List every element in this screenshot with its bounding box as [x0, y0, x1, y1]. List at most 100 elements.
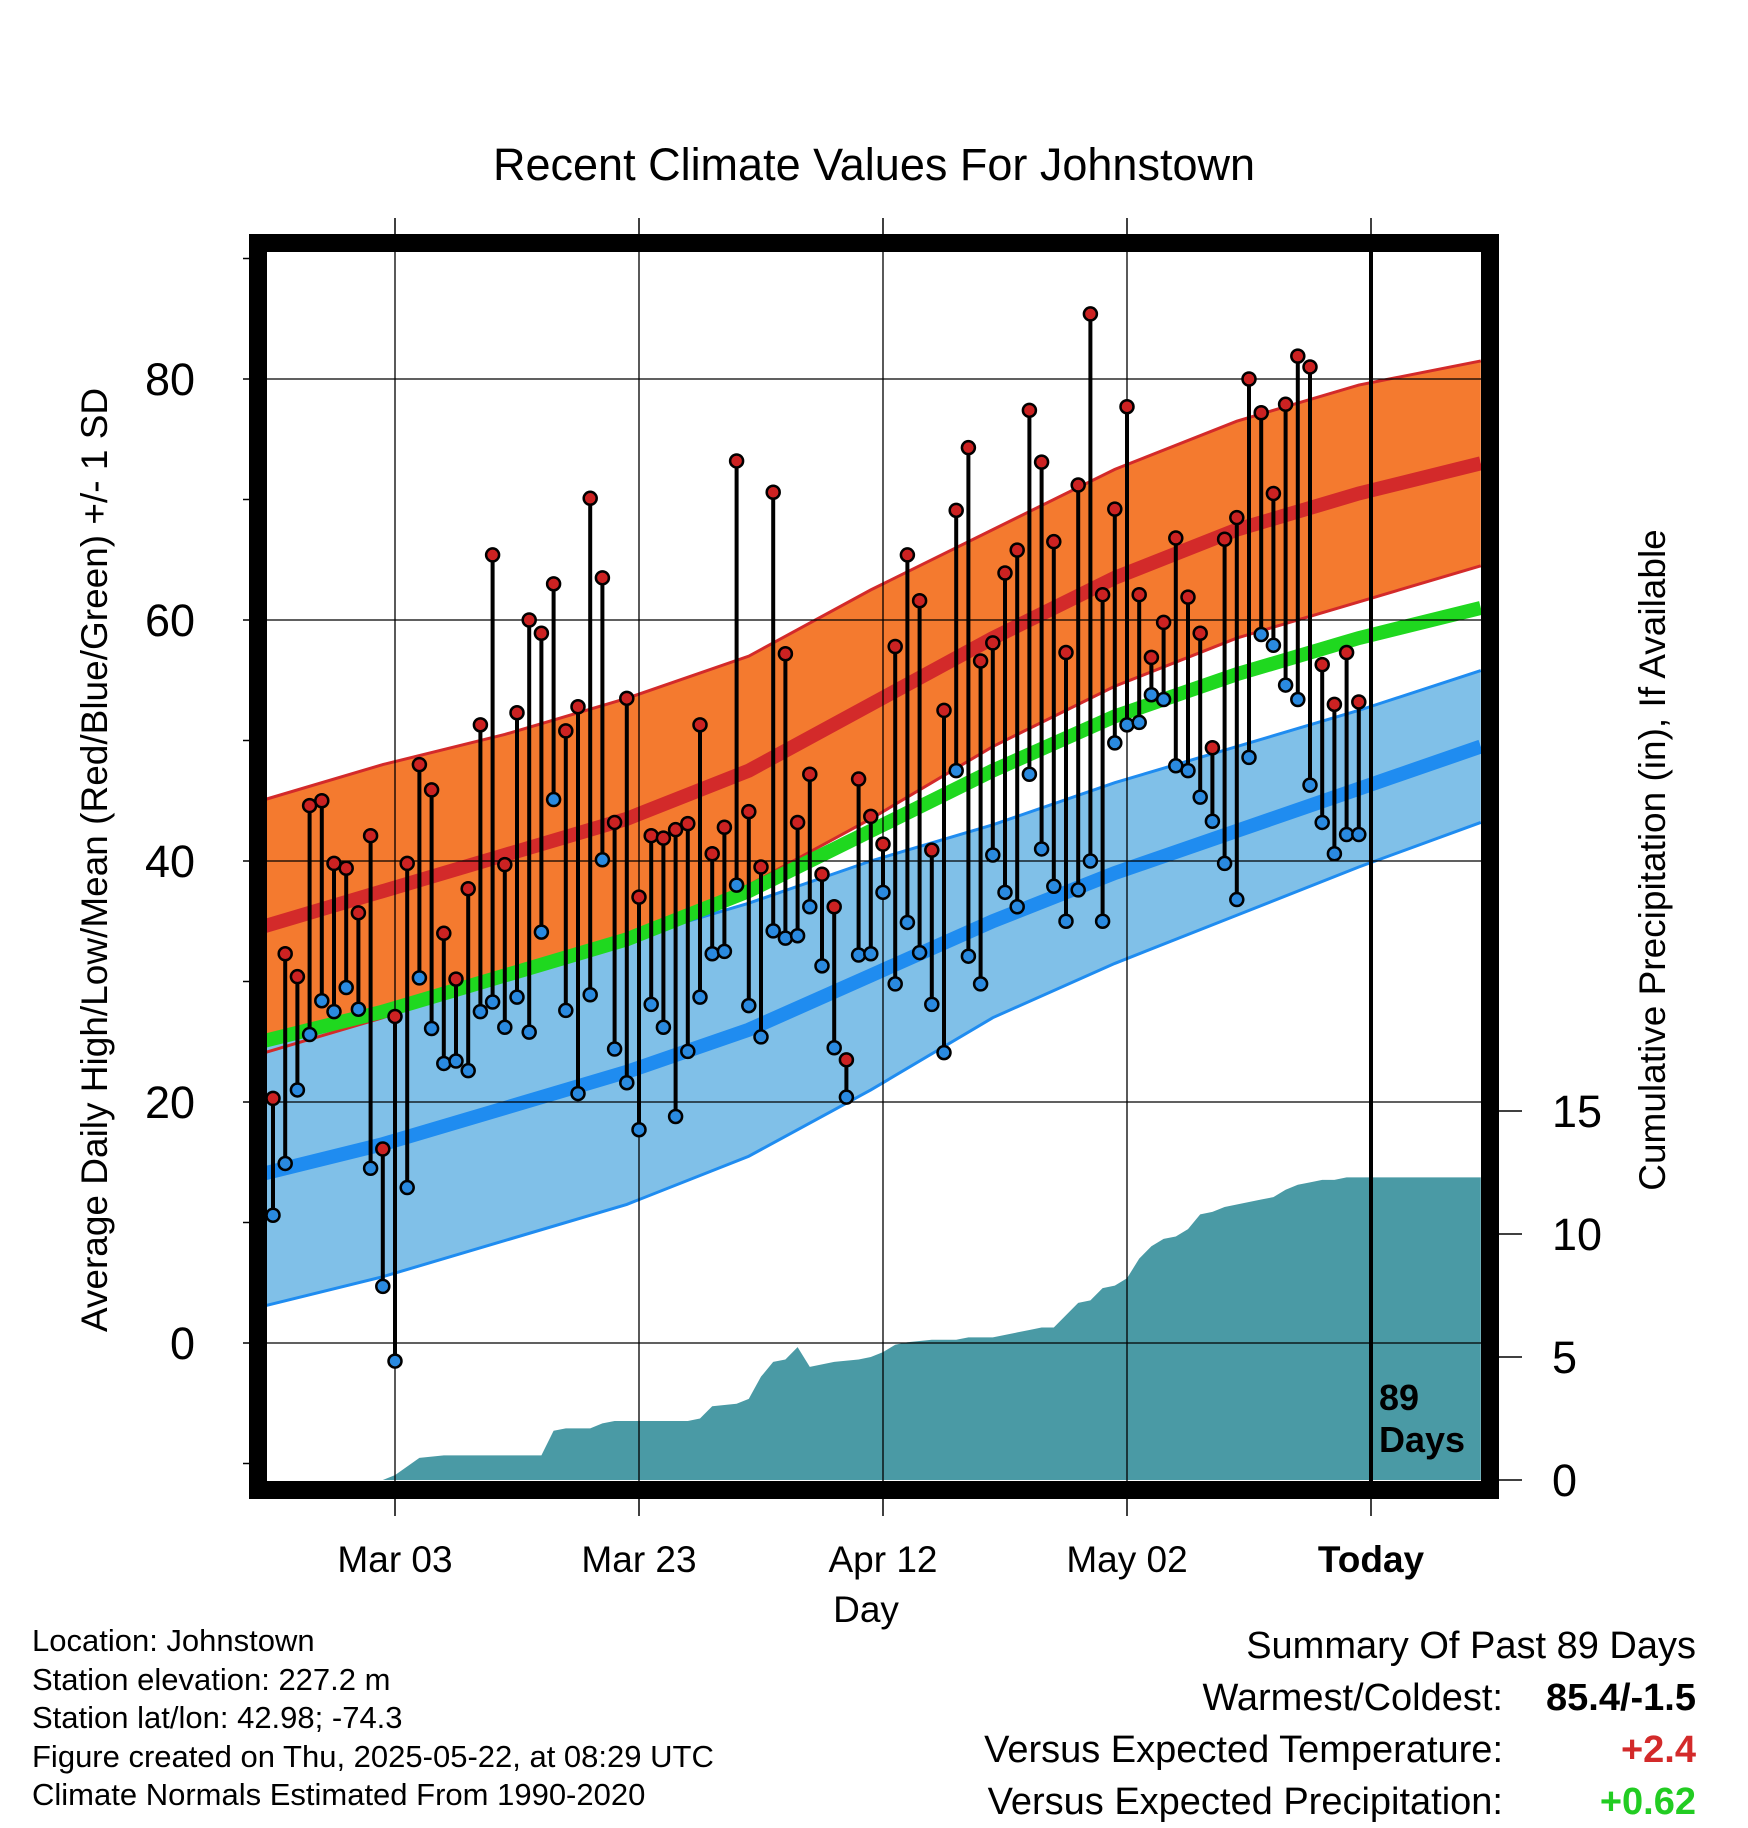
high-point	[1326, 696, 1343, 713]
precip-anomaly-value: +0.62	[1599, 1781, 1696, 1823]
high-point	[375, 1141, 391, 1157]
low-point	[765, 923, 781, 939]
low-point	[423, 1020, 440, 1037]
low-point	[484, 994, 501, 1010]
low-point	[1277, 677, 1294, 693]
y-tick-label: 40	[145, 836, 195, 887]
high-point	[1131, 586, 1147, 603]
high-point	[960, 439, 977, 456]
low-point	[338, 979, 354, 996]
low-point	[936, 1044, 952, 1061]
high-point	[399, 855, 415, 872]
low-point	[1107, 735, 1123, 751]
precip-anomaly-label: Versus Expected Precipitation:	[987, 1781, 1503, 1823]
plot-area	[258, 243, 1490, 1490]
low-point	[619, 1074, 635, 1091]
low-point	[972, 976, 989, 992]
high-point	[1204, 739, 1221, 756]
high-point	[558, 723, 574, 739]
high-point	[1070, 477, 1086, 493]
y-axis-label: Average Daily High/Low/Mean (Red/Blue/Gr…	[74, 388, 115, 1332]
high-point	[985, 635, 1001, 651]
low-point	[924, 996, 940, 1013]
high-point	[643, 827, 659, 844]
high-point	[1021, 402, 1038, 419]
low-point	[1204, 813, 1221, 829]
x-axis-label: Day	[833, 1589, 899, 1630]
high-point	[1229, 509, 1245, 526]
y2-axis-label: Cumulative Precipitation (in), If Availa…	[1632, 529, 1673, 1191]
low-point	[680, 1043, 696, 1060]
high-point	[521, 612, 537, 628]
low-point	[1033, 841, 1050, 857]
high-point	[1265, 485, 1282, 502]
high-point	[777, 645, 794, 662]
high-point	[472, 717, 489, 733]
warm-cold-value: 85.4/-1.5	[1546, 1677, 1696, 1719]
low-point	[1229, 891, 1245, 908]
high-point	[484, 547, 501, 563]
high-point	[972, 653, 989, 669]
high-point	[924, 842, 940, 858]
y2-tick-label: 15	[1552, 1086, 1602, 1137]
high-point	[411, 756, 428, 773]
high-point	[1290, 348, 1306, 364]
high-point	[570, 699, 586, 715]
low-point	[436, 1055, 452, 1072]
high-point	[606, 814, 623, 831]
high-point	[850, 771, 867, 787]
high-point	[1314, 656, 1330, 673]
low-point	[1302, 777, 1318, 793]
high-point	[1277, 396, 1294, 413]
high-point	[814, 866, 830, 883]
low-point	[448, 1053, 464, 1069]
high-point	[265, 1090, 281, 1107]
low-point	[289, 1082, 306, 1098]
low-point	[399, 1179, 415, 1196]
high-point	[545, 576, 562, 592]
high-point	[802, 766, 818, 782]
high-point	[497, 856, 513, 873]
low-point	[387, 1353, 403, 1369]
high-upper-edge	[260, 359, 1482, 803]
y2-tick-label: 0	[1552, 1455, 1577, 1506]
high-point	[741, 803, 757, 820]
low-lower-edge	[260, 821, 1482, 1309]
low-point	[692, 989, 708, 1005]
low-point	[655, 1019, 672, 1036]
high-point	[1119, 398, 1135, 415]
high-point	[875, 836, 891, 852]
low-point	[1155, 691, 1172, 708]
high-point	[753, 859, 769, 875]
low-point	[875, 884, 891, 901]
low-point	[1094, 913, 1111, 929]
y-tick-label: 0	[170, 1318, 195, 1369]
low-point	[265, 1207, 281, 1224]
high-point	[362, 827, 379, 844]
summary-warm-cold: Warmest/Coldest: 85.4/-1.5	[984, 1672, 1696, 1724]
high-point	[948, 502, 964, 519]
low-point	[497, 1019, 513, 1036]
high-point	[350, 905, 367, 921]
high-point	[338, 860, 354, 876]
low-point	[326, 1003, 342, 1020]
low-point	[1058, 913, 1074, 929]
high-point	[667, 821, 684, 838]
high-point	[1009, 542, 1025, 558]
low-point	[375, 1278, 391, 1295]
low-point	[777, 930, 794, 946]
chart-title: Recent Climate Values For Johnstown	[493, 139, 1255, 190]
low-point	[667, 1108, 684, 1125]
low-point	[1009, 899, 1025, 915]
low-sd-band	[260, 670, 1481, 1307]
y-tick-label: 80	[145, 354, 195, 405]
high-point	[1168, 530, 1184, 546]
high-point	[1192, 625, 1208, 642]
low-point	[606, 1041, 623, 1057]
high-point	[509, 705, 525, 721]
y2-tick-label: 10	[1552, 1209, 1602, 1260]
station-info: Location: Johnstown Station elevation: 2…	[32, 1622, 714, 1815]
high-point	[1107, 501, 1123, 517]
low-point	[277, 1155, 293, 1172]
low-point	[643, 996, 659, 1013]
